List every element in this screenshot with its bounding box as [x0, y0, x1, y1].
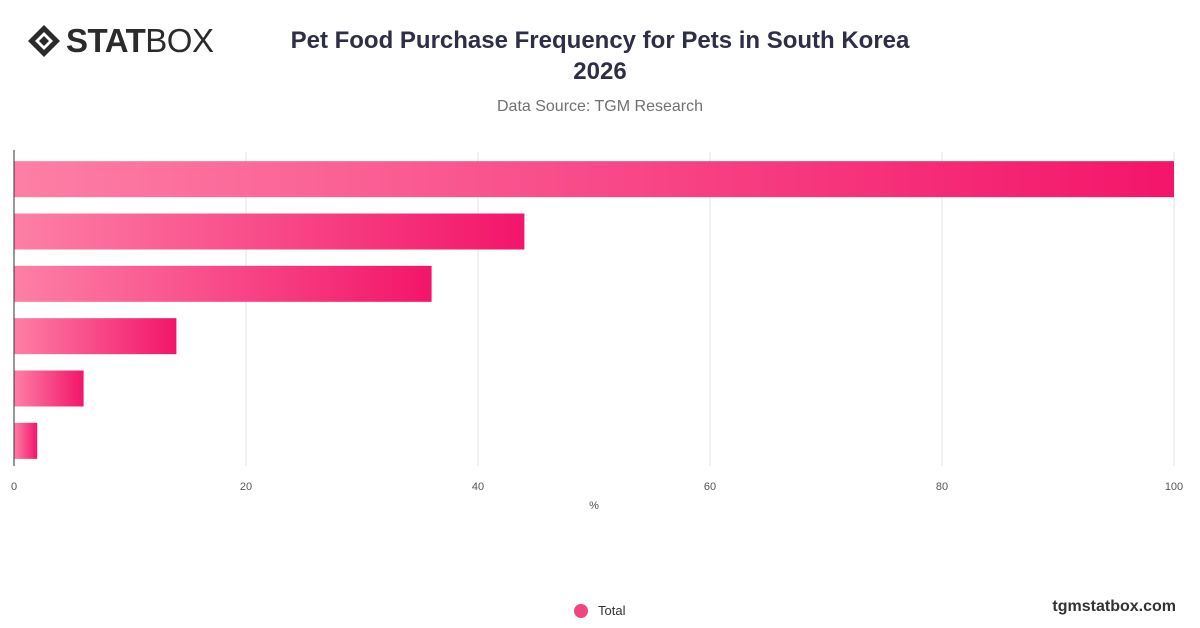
statbox-logo-icon — [28, 25, 60, 57]
bar — [14, 213, 525, 250]
bar — [14, 161, 1174, 198]
chart-title-line2: 2026 — [573, 58, 627, 85]
chart-subtitle: Data Source: TGM Research — [496, 98, 703, 115]
watermark: tgmstatbox.com — [1052, 598, 1176, 615]
bar — [14, 422, 38, 459]
x-axis-label: % — [589, 500, 599, 512]
bar-chart: 0 20 40 60 80 100% — [11, 150, 1183, 512]
legend-label-total: Total — [598, 603, 626, 618]
legend-marker-total — [574, 603, 588, 618]
bar — [14, 370, 84, 407]
chart-title-line1: Pet Food Purchase Frequency for Pets in … — [290, 27, 910, 54]
logo-text-bold: STAT — [66, 22, 146, 59]
bar — [14, 265, 432, 302]
x-tick-label: 40 — [472, 481, 484, 493]
chart-header: Pet Food Purchase Frequency for Pets in … — [250, 25, 950, 116]
x-tick-label: 0 — [11, 481, 17, 493]
legend[interactable]: Total — [574, 603, 625, 618]
x-tick-label: 60 — [704, 481, 716, 493]
x-tick-label: 20 — [240, 481, 252, 493]
logo-text-light: BOX — [145, 22, 214, 59]
x-tick-label: 100 — [1165, 481, 1183, 493]
statbox-logo: STATBOX — [26, 22, 214, 59]
logo-text: STATBOX — [66, 22, 214, 59]
x-tick-label: 80 — [936, 481, 948, 493]
chart-title: Pet Food Purchase Frequency for Pets in … — [250, 25, 950, 87]
bar — [14, 318, 177, 355]
